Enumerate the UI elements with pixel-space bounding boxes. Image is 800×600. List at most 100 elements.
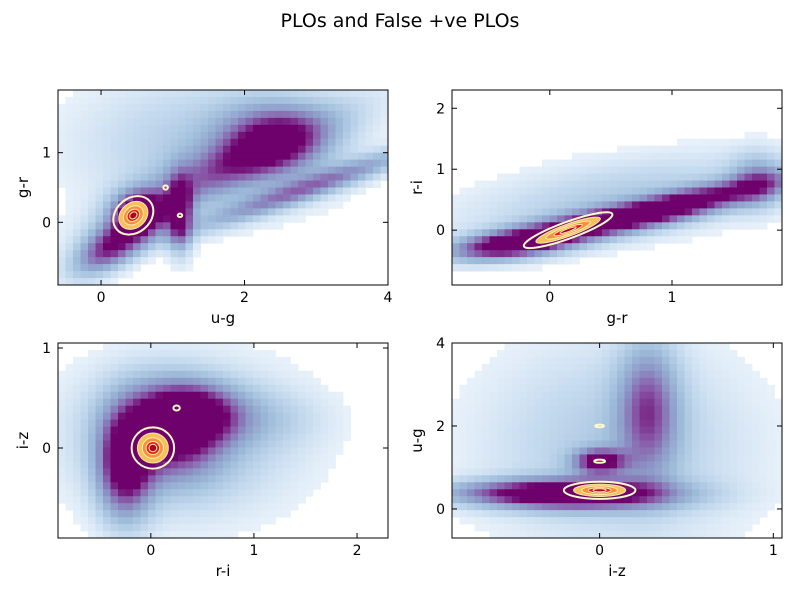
heatmap-cell <box>639 201 648 209</box>
heatmap-cell <box>669 405 678 414</box>
heatmap-cell <box>103 475 111 483</box>
heatmap-cell <box>632 412 640 420</box>
heatmap-cell <box>504 370 513 379</box>
heatmap-cell <box>268 222 276 230</box>
heatmap-cell <box>118 433 126 441</box>
heatmap-cell <box>557 384 565 393</box>
heatmap-cell <box>178 145 186 154</box>
heatmap-cell <box>707 433 715 441</box>
heatmap-cell <box>298 384 306 393</box>
heatmap-cell <box>148 187 156 195</box>
heatmap-cell <box>602 243 610 251</box>
heatmap-cell <box>110 110 119 119</box>
heatmap-cell <box>380 145 388 154</box>
heatmap-cell <box>118 517 126 525</box>
heatmap-cell <box>714 412 723 420</box>
heatmap-cell <box>103 468 111 476</box>
heatmap-cell <box>527 201 535 209</box>
heatmap-cell <box>313 194 321 202</box>
heatmap-cell <box>253 110 261 119</box>
heatmap-cell <box>215 138 224 147</box>
heatmap-cell <box>489 377 498 386</box>
heatmap-cell <box>170 426 179 434</box>
heatmap-cell <box>65 117 74 126</box>
heatmap-cell <box>699 489 708 497</box>
heatmap-cell <box>80 489 89 497</box>
heatmap-cell <box>95 510 104 518</box>
heatmap-cell <box>208 222 216 230</box>
heatmap-cell <box>260 222 269 230</box>
heatmap-cell <box>767 152 775 161</box>
heatmap-cell <box>328 173 336 181</box>
heatmap-cell <box>245 503 254 511</box>
heatmap-cell <box>193 510 201 518</box>
heatmap-cell <box>632 454 640 462</box>
heatmap-cell <box>594 447 603 455</box>
heatmap-cell <box>80 166 89 174</box>
heatmap-cell <box>163 222 171 230</box>
heatmap-cell <box>662 145 670 154</box>
heatmap-cell <box>238 517 246 525</box>
heatmap-cell <box>774 496 782 504</box>
heatmap-cell <box>193 482 201 490</box>
heatmap-cell <box>647 440 655 448</box>
heatmap-cell <box>707 363 715 372</box>
heatmap-cell <box>73 278 81 285</box>
heatmap-cell <box>140 363 149 372</box>
heatmap-cell <box>178 236 186 244</box>
heatmap-cell <box>587 510 595 518</box>
heatmap-cell <box>178 117 186 126</box>
heatmap-cell <box>737 454 745 462</box>
heatmap-cell <box>609 503 618 511</box>
heatmap-cell <box>594 468 603 476</box>
heatmap-cell <box>358 117 366 126</box>
heatmap-cell <box>245 370 254 379</box>
heatmap-cell <box>527 180 535 188</box>
heatmap-cell <box>459 468 468 476</box>
heatmap-cell <box>714 447 723 455</box>
heatmap-cell <box>504 531 513 538</box>
heatmap-cell <box>305 454 314 462</box>
heatmap-cell <box>534 215 543 223</box>
heatmap-cell <box>133 468 141 476</box>
heatmap-cell <box>73 433 81 441</box>
heatmap-cell <box>602 419 610 427</box>
heatmap-cell <box>193 343 201 351</box>
heatmap-cell <box>752 166 760 174</box>
heatmap-cell <box>647 173 655 181</box>
heatmap-cell <box>155 377 164 386</box>
heatmap-cell <box>774 173 782 181</box>
heatmap-cell <box>178 243 186 251</box>
heatmap-cell <box>125 454 134 462</box>
heatmap-cell <box>230 419 239 427</box>
heatmap-cell <box>305 370 314 379</box>
heatmap-cell <box>178 482 186 490</box>
heatmap-cell <box>557 440 565 448</box>
heatmap-cell <box>647 166 655 174</box>
heatmap-cell <box>594 180 603 188</box>
heatmap-cell <box>572 510 580 518</box>
heatmap-cell <box>95 152 104 161</box>
heatmap-cell <box>692 356 700 365</box>
heatmap-cell <box>699 349 708 358</box>
heatmap-cell <box>519 250 528 258</box>
heatmap-cell <box>602 503 610 511</box>
heatmap-cell <box>684 370 693 379</box>
heatmap-cell <box>268 117 276 126</box>
heatmap-cell <box>193 370 201 379</box>
heatmap-cell <box>88 278 96 285</box>
heatmap-cell <box>677 405 685 414</box>
heatmap-cell <box>215 398 224 407</box>
heatmap-cell <box>125 370 134 379</box>
heatmap-cell <box>602 461 610 469</box>
heatmap-cell <box>148 124 156 133</box>
heatmap-cell <box>572 468 580 476</box>
heatmap-cell <box>253 475 261 483</box>
heatmap-cell <box>80 419 89 427</box>
heatmap-cell <box>677 236 685 244</box>
heatmap-cell <box>148 131 156 140</box>
heatmap-cell <box>669 145 678 154</box>
heatmap-cell <box>759 222 768 230</box>
heatmap-cell <box>639 194 648 202</box>
heatmap-cell <box>654 222 663 230</box>
